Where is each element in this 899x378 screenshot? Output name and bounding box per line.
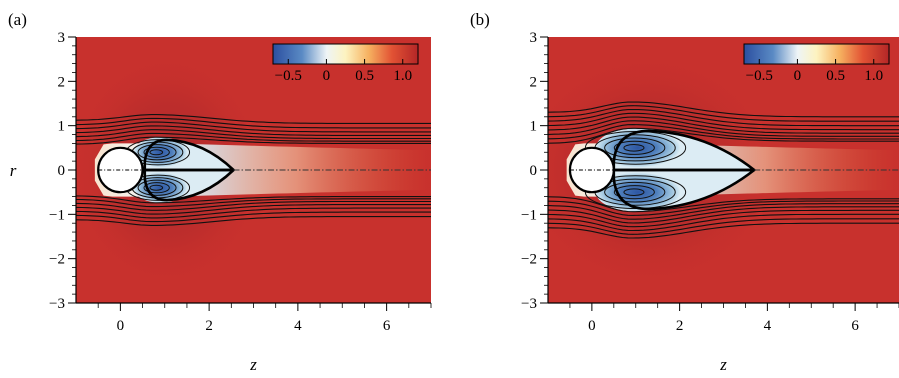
panel-a: −3 −2 −1 0 1 2 3 0 2 4 6 z r (a) −0.5 0 0.5 1.0 — [8, 10, 432, 374]
streamline — [76, 200, 431, 211]
x-tick-label: 0 — [588, 318, 596, 334]
streamline — [76, 125, 431, 136]
streamline — [76, 216, 431, 226]
streamline — [76, 207, 431, 219]
streamline — [548, 105, 899, 122]
streamline — [548, 120, 899, 137]
x-tick-label: 6 — [383, 318, 391, 334]
y-tick-label: 1 — [530, 119, 538, 135]
vortex-streamline — [613, 140, 655, 155]
colorbar-gradient — [272, 43, 419, 65]
x-tick-label: 2 — [676, 318, 684, 334]
streamline — [548, 196, 899, 213]
streamline — [76, 136, 431, 145]
y-tick-label: 3 — [58, 30, 66, 46]
streamline — [76, 132, 431, 142]
colorbar-tick-label: 0 — [323, 68, 331, 84]
streamline — [548, 112, 899, 131]
y-tick-label: 1 — [58, 119, 66, 135]
streamline — [76, 211, 431, 223]
x-tick-label: 2 — [205, 318, 213, 334]
panel-label: (b) — [470, 10, 490, 29]
streamline — [76, 204, 431, 215]
vortex-streamline — [143, 146, 170, 158]
heatmap-field — [76, 37, 431, 303]
streamline — [76, 114, 431, 124]
streamline — [76, 195, 431, 204]
y-tick-label: 0 — [58, 163, 66, 179]
streamlines — [548, 101, 899, 239]
heatmap-field — [548, 37, 899, 303]
x-tick-label: 4 — [764, 318, 772, 334]
y-tick-label: 2 — [530, 74, 538, 90]
y-tick-label: −1 — [49, 207, 65, 223]
y-tick-label: −1 — [521, 207, 537, 223]
colorbar-tick-label: 1.0 — [393, 68, 412, 84]
colorbar-tick-label: 1.0 — [864, 68, 883, 84]
streamline — [548, 200, 899, 216]
colorbar-tick-label: −0.5 — [746, 68, 773, 84]
vortex-streamline — [623, 144, 645, 152]
y-tick-label: −3 — [521, 296, 537, 312]
x-tick-label: 0 — [117, 318, 125, 334]
vortex-streamline — [604, 137, 666, 159]
colorbar: −0.5 0 0.5 1.0 — [272, 43, 419, 84]
colorbar-tick-label: 0.5 — [355, 68, 374, 84]
streamline — [76, 129, 431, 140]
streamline — [548, 124, 899, 140]
streamline — [548, 218, 899, 235]
y-tick-label: −2 — [521, 252, 537, 268]
x-axis-label: z — [719, 355, 727, 374]
y-axis-label: r — [10, 161, 17, 180]
x-tick-label: 4 — [294, 318, 302, 334]
recirculation-bubble — [125, 137, 235, 203]
recirculation-bubble — [584, 128, 756, 212]
colorbar: −0.5 0 0.5 1.0 — [743, 43, 890, 84]
vortex-core — [595, 172, 681, 212]
streamline — [548, 203, 899, 220]
panel-b: −3 −2 −1 0 1 2 3 0 2 4 6 z (b) −0.5 0 0.5 1.0 — [470, 10, 899, 374]
streamline — [548, 206, 899, 224]
streamline — [548, 108, 899, 127]
colorbar-tick-label: 0.5 — [826, 68, 845, 84]
streamline — [548, 127, 899, 144]
streamline — [548, 213, 899, 232]
streamline — [76, 198, 431, 208]
x-axis-label: z — [249, 355, 257, 374]
vortex-streamline — [137, 179, 177, 196]
vortex-streamline — [137, 144, 177, 161]
vortex-streamline — [143, 182, 170, 194]
streamline — [548, 222, 899, 239]
vortex-core — [595, 128, 681, 168]
colorbar-tick-label: 0 — [794, 68, 802, 84]
y-tick-label: −2 — [49, 252, 65, 268]
y-tick-label: 3 — [530, 30, 538, 46]
panel-label: (a) — [8, 10, 27, 29]
separatrix — [143, 138, 235, 172]
colorbar-gradient — [743, 43, 890, 65]
vortex-streamline — [604, 181, 666, 203]
y-tick-label: 2 — [58, 74, 66, 90]
streamlines — [76, 114, 431, 226]
vortex-streamline — [149, 184, 164, 191]
streamline — [548, 116, 899, 134]
y-tick-label: 0 — [530, 163, 538, 179]
streamline — [548, 209, 899, 228]
x-tick-label: 6 — [851, 318, 859, 334]
vortex-streamline — [149, 149, 164, 156]
separatrix — [143, 168, 235, 202]
streamline — [76, 117, 431, 129]
separatrix — [612, 168, 756, 211]
vortex-streamline — [623, 188, 645, 196]
streamline — [76, 121, 431, 133]
separatrix — [612, 129, 756, 172]
colorbar-tick-label: −0.5 — [275, 68, 302, 84]
vortex-streamline — [613, 185, 655, 200]
y-tick-label: −3 — [49, 296, 65, 312]
streamline — [548, 101, 899, 118]
